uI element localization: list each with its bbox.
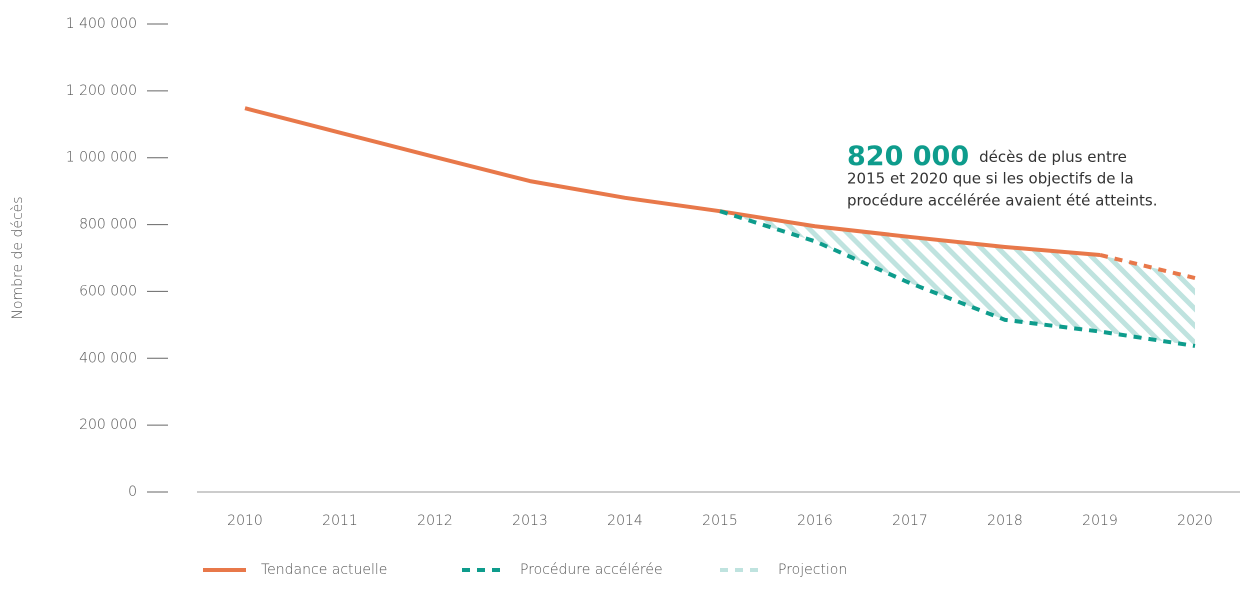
annotation-line: décès de plus entre [979, 148, 1127, 166]
y-axis-label: Nombre de décès [10, 196, 26, 319]
annotation: 820 000 décès de plus entre [847, 141, 1127, 172]
annotation-line: procédure accélérée avaient été atteints… [847, 192, 1158, 210]
y-tick-label: 1 400 000 [66, 16, 137, 32]
series-line [244, 106, 1101, 257]
annotation-highlight: 820 000 [847, 141, 969, 172]
y-tick-label: 600 000 [79, 283, 137, 299]
x-tick-label: 2011 [322, 513, 358, 529]
series-line [1099, 253, 1196, 281]
x-tick-label: 2012 [417, 513, 453, 529]
y-tick-label: 400 000 [79, 350, 137, 366]
legend-label: Procédure accélérée [520, 562, 663, 578]
legend-label: Tendance actuelle [261, 562, 387, 578]
y-tick-label: 0 [128, 484, 137, 500]
y-tick-label: 800 000 [79, 217, 137, 233]
annotation-line: 2015 et 2020 que si les objectifs de la [847, 170, 1134, 188]
x-tick-label: 2010 [227, 513, 263, 529]
x-tick-label: 2020 [1177, 513, 1213, 529]
x-tick-label: 2019 [1082, 513, 1118, 529]
y-tick-label: 200 000 [79, 417, 137, 433]
x-tick-label: 2018 [987, 513, 1023, 529]
y-tick-label: 1 200 000 [66, 83, 137, 99]
y-tick-label: 1 000 000 [66, 150, 137, 166]
projection-area [720, 211, 1195, 346]
x-tick-label: 2014 [607, 513, 643, 529]
x-tick-label: 2017 [892, 513, 928, 529]
x-tick-label: 2016 [797, 513, 833, 529]
legend-label: Projection [778, 562, 847, 578]
x-tick-label: 2013 [512, 513, 548, 529]
x-tick-label: 2015 [702, 513, 738, 529]
